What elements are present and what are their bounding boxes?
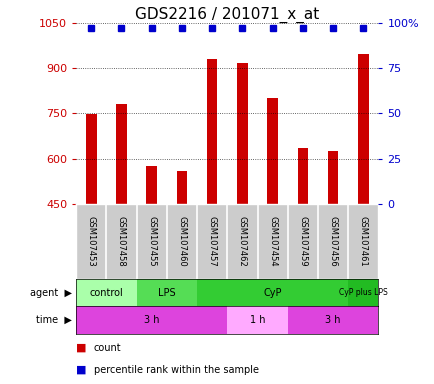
Text: CyP plus LPS: CyP plus LPS — [338, 288, 387, 297]
Bar — [237, 63, 247, 204]
Text: ■: ■ — [76, 365, 86, 375]
Bar — [327, 151, 338, 204]
Text: GSM107458: GSM107458 — [117, 216, 126, 267]
Bar — [348, 279, 378, 306]
Text: 1 h: 1 h — [249, 315, 265, 325]
Text: GSM107453: GSM107453 — [86, 216, 95, 267]
Bar — [86, 114, 96, 204]
Text: time  ▶: time ▶ — [36, 315, 72, 325]
Title: GDS2216 / 201071_x_at: GDS2216 / 201071_x_at — [135, 7, 319, 23]
Text: GSM107456: GSM107456 — [328, 216, 337, 267]
Bar — [207, 59, 217, 204]
Text: GSM107462: GSM107462 — [237, 216, 247, 267]
Bar — [287, 306, 378, 334]
Bar — [176, 171, 187, 204]
Text: GSM107460: GSM107460 — [177, 216, 186, 267]
Bar — [297, 147, 307, 204]
Bar — [267, 98, 277, 204]
Bar — [197, 279, 348, 306]
Bar — [76, 306, 227, 334]
Bar — [76, 279, 136, 306]
Bar — [227, 306, 287, 334]
Bar — [146, 166, 157, 204]
Bar — [136, 279, 197, 306]
Text: percentile rank within the sample: percentile rank within the sample — [93, 365, 258, 375]
Text: GSM107454: GSM107454 — [267, 216, 276, 266]
Text: agent  ▶: agent ▶ — [30, 288, 72, 298]
Text: count: count — [93, 343, 121, 353]
Text: control: control — [89, 288, 123, 298]
Text: 3 h: 3 h — [144, 315, 159, 325]
Text: GSM107457: GSM107457 — [207, 216, 216, 267]
Text: GSM107459: GSM107459 — [298, 216, 307, 266]
Text: GSM107455: GSM107455 — [147, 216, 156, 266]
Text: 3 h: 3 h — [325, 315, 340, 325]
Text: GSM107461: GSM107461 — [358, 216, 367, 267]
Bar — [116, 104, 126, 204]
Bar — [357, 54, 368, 204]
Text: LPS: LPS — [158, 288, 175, 298]
Text: CyP: CyP — [263, 288, 281, 298]
Text: ■: ■ — [76, 343, 86, 353]
